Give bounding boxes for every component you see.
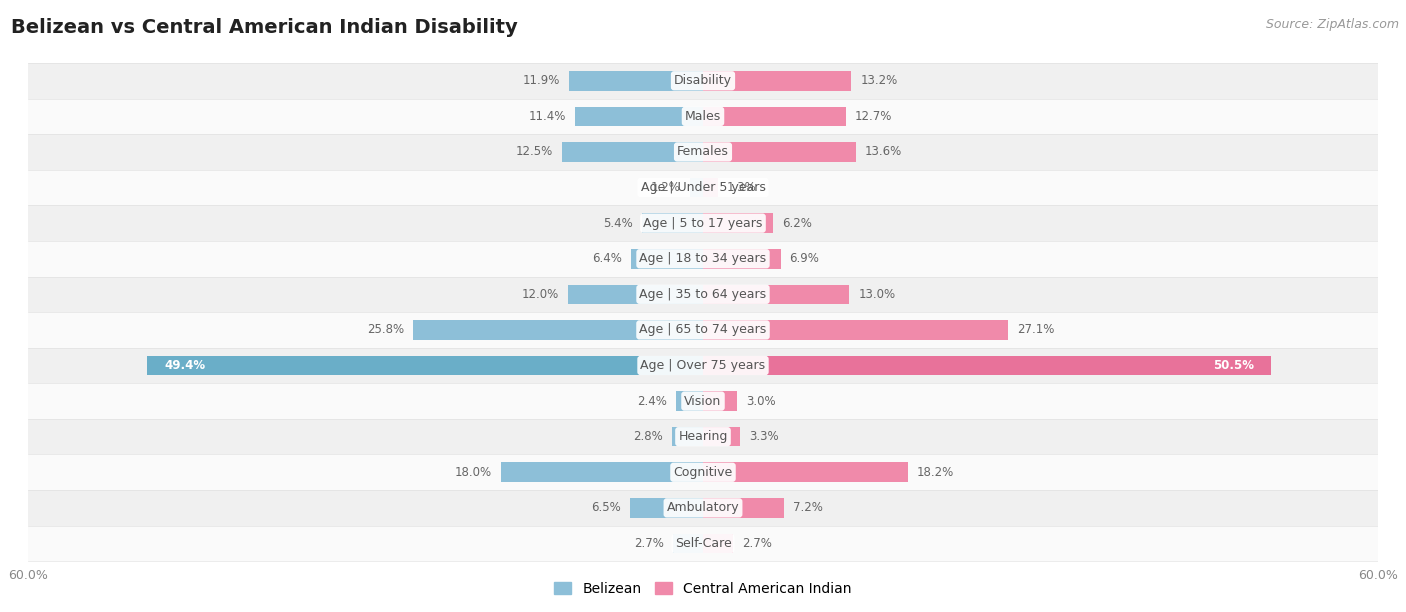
Bar: [631, 249, 703, 269]
Bar: [148, 356, 703, 375]
Text: Cognitive: Cognitive: [673, 466, 733, 479]
Text: 6.2%: 6.2%: [782, 217, 811, 230]
Text: 18.2%: 18.2%: [917, 466, 953, 479]
Bar: [501, 463, 703, 482]
Text: 18.0%: 18.0%: [454, 466, 492, 479]
Text: 2.7%: 2.7%: [634, 537, 664, 550]
Bar: [689, 177, 703, 197]
Text: Ambulatory: Ambulatory: [666, 501, 740, 514]
Bar: [703, 285, 849, 304]
Text: 1.2%: 1.2%: [651, 181, 681, 194]
Text: 2.4%: 2.4%: [637, 395, 666, 408]
Bar: [28, 455, 1378, 490]
Text: 27.1%: 27.1%: [1017, 323, 1054, 337]
Bar: [568, 285, 703, 304]
Text: 13.0%: 13.0%: [858, 288, 896, 301]
Text: Disability: Disability: [673, 74, 733, 88]
Text: 13.2%: 13.2%: [860, 74, 897, 88]
Bar: [575, 106, 703, 126]
Bar: [28, 277, 1378, 312]
Text: 1.3%: 1.3%: [727, 181, 756, 194]
Bar: [703, 463, 908, 482]
Text: 11.4%: 11.4%: [529, 110, 565, 123]
Text: Vision: Vision: [685, 395, 721, 408]
Text: 25.8%: 25.8%: [367, 323, 404, 337]
Text: 2.7%: 2.7%: [742, 537, 772, 550]
Text: Age | Over 75 years: Age | Over 75 years: [641, 359, 765, 372]
Bar: [28, 206, 1378, 241]
Text: 12.7%: 12.7%: [855, 110, 893, 123]
Text: Age | 35 to 64 years: Age | 35 to 64 years: [640, 288, 766, 301]
Bar: [676, 391, 703, 411]
Text: 3.0%: 3.0%: [745, 395, 775, 408]
Bar: [630, 498, 703, 518]
Text: 6.4%: 6.4%: [592, 252, 621, 265]
Bar: [703, 177, 717, 197]
Text: 5.4%: 5.4%: [603, 217, 633, 230]
Bar: [28, 490, 1378, 526]
Bar: [28, 526, 1378, 561]
Bar: [703, 106, 846, 126]
Bar: [643, 214, 703, 233]
Text: Males: Males: [685, 110, 721, 123]
Bar: [28, 241, 1378, 277]
Bar: [703, 214, 773, 233]
Bar: [703, 142, 856, 162]
Bar: [703, 249, 780, 269]
Text: Age | 65 to 74 years: Age | 65 to 74 years: [640, 323, 766, 337]
Text: 2.8%: 2.8%: [633, 430, 662, 443]
Bar: [28, 63, 1378, 99]
Text: 13.6%: 13.6%: [865, 146, 903, 159]
Bar: [28, 134, 1378, 170]
Bar: [672, 534, 703, 553]
Bar: [703, 498, 785, 518]
Bar: [413, 320, 703, 340]
Bar: [703, 71, 852, 91]
Text: 49.4%: 49.4%: [165, 359, 205, 372]
Bar: [28, 419, 1378, 455]
Text: 3.3%: 3.3%: [749, 430, 779, 443]
Text: Source: ZipAtlas.com: Source: ZipAtlas.com: [1265, 18, 1399, 31]
Bar: [562, 142, 703, 162]
Text: Hearing: Hearing: [678, 430, 728, 443]
Bar: [28, 170, 1378, 206]
Bar: [703, 391, 737, 411]
Text: Self-Care: Self-Care: [675, 537, 731, 550]
Text: Age | 5 to 17 years: Age | 5 to 17 years: [644, 217, 762, 230]
Text: 12.0%: 12.0%: [522, 288, 560, 301]
Text: 6.5%: 6.5%: [591, 501, 621, 514]
Bar: [703, 534, 734, 553]
Bar: [672, 427, 703, 447]
Text: 6.9%: 6.9%: [790, 252, 820, 265]
Text: Age | 18 to 34 years: Age | 18 to 34 years: [640, 252, 766, 265]
Bar: [28, 383, 1378, 419]
Text: 12.5%: 12.5%: [516, 146, 554, 159]
Bar: [703, 356, 1271, 375]
Text: 7.2%: 7.2%: [793, 501, 823, 514]
Bar: [28, 312, 1378, 348]
Bar: [28, 348, 1378, 383]
Bar: [703, 320, 1008, 340]
Text: 11.9%: 11.9%: [523, 74, 560, 88]
Bar: [28, 99, 1378, 134]
Text: Females: Females: [678, 146, 728, 159]
Legend: Belizean, Central American Indian: Belizean, Central American Indian: [548, 576, 858, 601]
Text: Belizean vs Central American Indian Disability: Belizean vs Central American Indian Disa…: [11, 18, 517, 37]
Bar: [569, 71, 703, 91]
Text: 50.5%: 50.5%: [1213, 359, 1254, 372]
Text: Age | Under 5 years: Age | Under 5 years: [641, 181, 765, 194]
Bar: [703, 427, 740, 447]
